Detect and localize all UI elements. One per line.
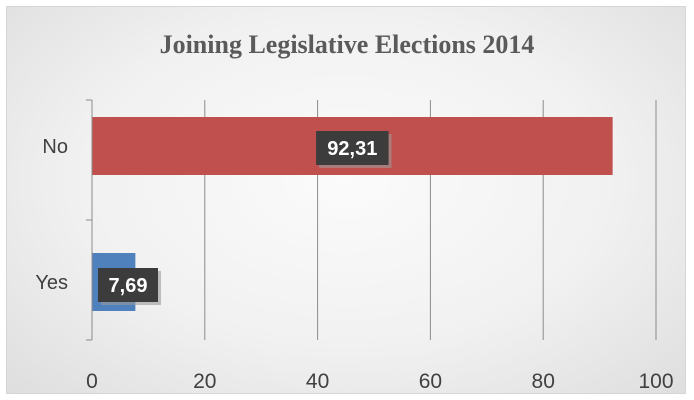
data-label: 92,31 — [327, 138, 377, 160]
x-tick-label: 40 — [306, 370, 329, 393]
x-tick-label: 100 — [638, 370, 673, 393]
chart-frame — [6, 6, 686, 394]
category-label: Yes — [35, 272, 68, 294]
x-tick-label: 80 — [532, 370, 555, 393]
category-label: No — [42, 136, 68, 158]
x-tick-label: 20 — [193, 370, 216, 393]
data-label: 7,69 — [109, 275, 148, 297]
x-tick-label: 0 — [86, 370, 98, 393]
x-tick-label: 60 — [419, 370, 442, 393]
data-label-box — [316, 131, 389, 165]
data-label-box — [98, 268, 158, 302]
chart-title: Joining Legislative Elections 2014 — [159, 30, 535, 59]
